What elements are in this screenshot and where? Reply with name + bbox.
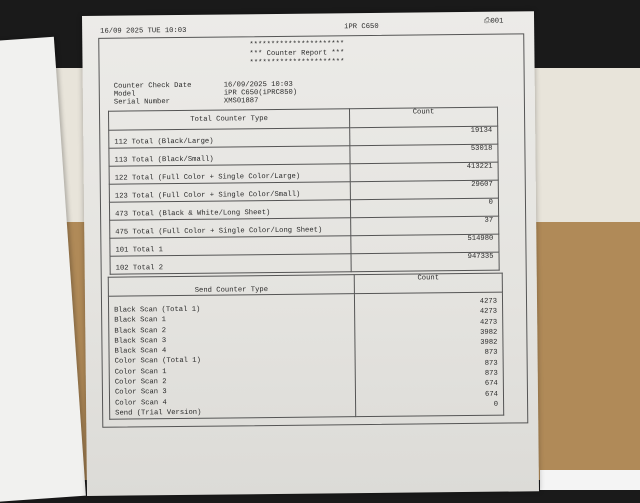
info-label: Counter Check Date bbox=[113, 81, 192, 91]
send-count-list: 4273 4273 4273 3982 3982 873 873 873 674 674 0 bbox=[354, 292, 504, 417]
column-header-count: Count bbox=[354, 273, 503, 294]
info-label: Model bbox=[113, 90, 136, 99]
send-counter-table: Send Counter Type Count Black Scan (Tota… bbox=[108, 273, 504, 420]
table-body: Black Scan (Total 1) Black Scan 1 Black Sc… bbox=[108, 292, 504, 420]
info-value: iPR C650(iPRC850) bbox=[223, 88, 298, 98]
counter-count: 947335 bbox=[351, 252, 500, 272]
send-type-list: Black Scan (Total 1) Black Scan 1 Black Sc… bbox=[108, 293, 356, 420]
counter-count: 37 bbox=[350, 216, 499, 236]
background-paper-sheet bbox=[540, 470, 640, 490]
counter-count: 413221 bbox=[350, 162, 499, 182]
counter-count: 19134 bbox=[349, 126, 498, 146]
report-frame: ********************** *** Counter Repor… bbox=[98, 33, 529, 428]
send-counter-type: Send (Trial Version) bbox=[115, 408, 202, 418]
total-counter-table: Total Counter Type Count 112 Total (Blac… bbox=[108, 107, 500, 275]
print-datetime: 16/09 2025 TUE 10:03 bbox=[100, 26, 187, 36]
info-label: Serial Number bbox=[113, 98, 171, 107]
report-title: *** Counter Report *** bbox=[249, 49, 345, 59]
counter-report-page: 16/09 2025 TUE 10:03 iPR C650 ⎙001 *****… bbox=[82, 11, 540, 496]
table-row: 102 Total 2 947335 bbox=[110, 252, 500, 275]
counter-count: 53018 bbox=[349, 144, 499, 164]
column-header-type: Send Counter Type bbox=[108, 274, 355, 297]
column-header-type: Total Counter Type bbox=[108, 108, 350, 131]
counter-count: 0 bbox=[350, 198, 499, 218]
title-stars-top: ********************** bbox=[249, 40, 345, 50]
counter-type: 102 Total 2 bbox=[110, 253, 352, 275]
send-counter-count: 0 bbox=[493, 400, 499, 409]
column-header-count: Count bbox=[349, 107, 498, 128]
title-stars-bottom: ********************** bbox=[249, 58, 345, 68]
info-value: XMS01887 bbox=[223, 97, 259, 106]
page-number: ⎙001 bbox=[484, 16, 504, 26]
counter-count: 514980 bbox=[350, 234, 499, 254]
print-model: iPR C650 bbox=[344, 22, 379, 32]
counter-count: 29607 bbox=[350, 180, 499, 200]
